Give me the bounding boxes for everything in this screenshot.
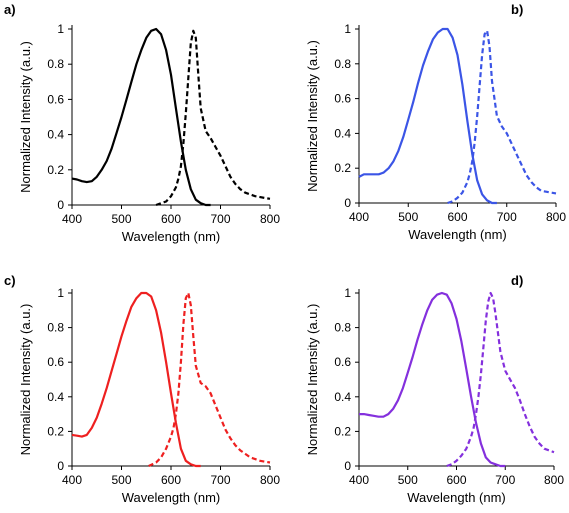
y-tick-label: 0	[57, 459, 64, 473]
x-axis-label: Wavelength (nm)	[408, 227, 507, 242]
x-tick-label: 700	[210, 212, 230, 226]
x-tick-label: 400	[62, 473, 82, 487]
x-tick-label: 500	[398, 473, 418, 487]
y-tick-label: 0	[344, 459, 351, 473]
absorption-series-line	[358, 27, 497, 205]
chart-panel: b) 400 500 600 700 800 0 0.2 0.4 0.6 0.8 1 Wavelengt…	[305, 2, 566, 242]
x-tick-label: 400	[62, 212, 82, 226]
chart-panel: c) 400 500 600 700 800 0 0.2 0.4 0.6 0.8 1 Wavelengt…	[4, 273, 280, 505]
y-tick-label: 1	[344, 286, 351, 300]
x-tick-label: 500	[111, 212, 131, 226]
y-tick-label: 0.6	[334, 355, 351, 369]
y-tick-label: 1	[57, 286, 64, 300]
x-tick-label: 800	[544, 473, 564, 487]
y-tick-label: 0.8	[334, 321, 351, 335]
x-tick-label: 600	[161, 212, 181, 226]
chart-panel: a) 400 500 600 700 800 0 0.2 0.4 0.6 0.8 1 Wavelengt…	[4, 2, 280, 244]
y-tick-label: 0.4	[47, 128, 64, 142]
x-tick-label: 500	[398, 210, 418, 224]
x-axis-label: Wavelength (nm)	[122, 229, 221, 244]
emission-series-line	[446, 291, 555, 468]
x-tick-label: 700	[495, 473, 515, 487]
panel-label: a)	[4, 2, 16, 17]
y-tick-label: 0.6	[47, 92, 64, 106]
y-tick-label: 0.4	[334, 126, 351, 140]
x-tick-label: 800	[260, 473, 280, 487]
emission-series-line	[155, 29, 271, 207]
x-tick-label: 400	[349, 473, 369, 487]
x-tick-label: 800	[546, 210, 566, 224]
x-tick-label: 600	[447, 210, 467, 224]
y-tick-label: 0.2	[47, 163, 64, 177]
chart-panel: d) 400 500 600 700 800 0 0.2 0.4 0.6 0.8 1 Wavelengt…	[305, 273, 564, 505]
emission-series-line	[148, 291, 271, 467]
panel-label: c)	[4, 273, 16, 288]
y-tick-label: 0	[57, 198, 64, 212]
absorption-series-line	[71, 27, 211, 207]
y-axis-label: Normalized Intensity (a.u.)	[305, 40, 320, 192]
x-tick-label: 600	[161, 473, 181, 487]
x-axis-label: Wavelength (nm)	[407, 490, 506, 505]
y-tick-label: 0.6	[47, 355, 64, 369]
y-tick-label: 0.6	[334, 92, 351, 106]
y-axis-label: Normalized Intensity (a.u.)	[18, 304, 33, 456]
emission-series-line	[447, 29, 557, 205]
y-tick-label: 0.8	[47, 57, 64, 71]
x-tick-label: 600	[446, 473, 466, 487]
y-tick-label: 0	[344, 196, 351, 210]
absorption-series-line	[359, 291, 506, 468]
y-tick-label: 1	[344, 22, 351, 36]
y-tick-label: 0.8	[334, 57, 351, 71]
y-tick-label: 0.8	[47, 321, 64, 335]
y-tick-label: 0.2	[334, 424, 351, 438]
y-tick-label: 0.2	[47, 424, 64, 438]
y-axis-label: Normalized Intensity (a.u.)	[18, 41, 33, 193]
x-tick-label: 700	[210, 473, 230, 487]
y-tick-label: 0.2	[334, 161, 351, 175]
y-tick-label: 1	[57, 22, 64, 36]
panel-label: b)	[511, 2, 523, 17]
x-tick-label: 400	[349, 210, 369, 224]
y-axis-label: Normalized Intensity (a.u.)	[305, 304, 320, 456]
y-tick-label: 0.4	[334, 390, 351, 404]
panel-label: d)	[511, 273, 523, 288]
x-tick-label: 500	[111, 473, 131, 487]
x-tick-label: 800	[260, 212, 280, 226]
y-tick-label: 0.4	[47, 390, 64, 404]
x-axis-label: Wavelength (nm)	[122, 490, 221, 505]
absorption-series-line	[71, 291, 201, 468]
x-tick-label: 700	[497, 210, 517, 224]
